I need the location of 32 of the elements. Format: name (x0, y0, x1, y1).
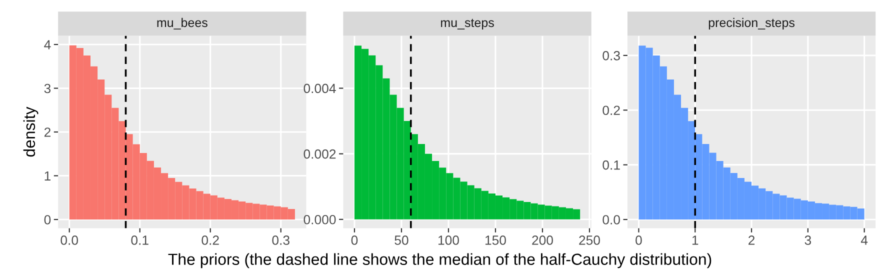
y-tick-label: 1 (44, 171, 50, 181)
chart-title: mu_steps (441, 18, 494, 30)
x-tick-label: 1 (692, 236, 698, 245)
y-tick-label: 0.000 (304, 214, 336, 224)
chart-title: mu_bees (157, 18, 208, 30)
y-tick-label: 0.004 (304, 84, 336, 94)
y-tick-label: 0.2 (602, 106, 620, 116)
x-tick-label: 0.2 (202, 236, 219, 245)
y-tick-label: 0.3 (602, 51, 620, 60)
y-axis-title: density (23, 106, 38, 157)
x-tick-label: 0 (351, 236, 358, 245)
y-tick-label: 4 (44, 40, 51, 50)
x-tick-label: 100 (438, 236, 459, 245)
y-tick-label: 0.0 (602, 215, 620, 224)
x-tick-label: 2 (748, 236, 755, 245)
x-tick-label: 50 (394, 236, 408, 245)
y-tick-label: 0 (44, 215, 51, 224)
x-tick-label: 250 (579, 236, 600, 245)
x-tick-label: 0.3 (272, 236, 290, 245)
x-tick-label: 4 (860, 236, 868, 245)
x-axis-title: The priors (the dashed line shows the median of the half-Cauchy distribution) (168, 253, 712, 268)
x-tick-label: 0.1 (131, 236, 148, 245)
y-tick-label: 0.1 (602, 160, 620, 170)
x-tick-label: 3 (804, 236, 812, 245)
x-tick-label: 0.0 (60, 236, 78, 245)
y-tick-label: 0.002 (304, 149, 336, 159)
x-tick-label: 0 (636, 236, 642, 245)
chart-title: precision_steps (708, 18, 794, 30)
x-tick-label: 200 (532, 236, 553, 245)
y-tick-label: 3 (44, 84, 51, 94)
y-tick-label: 2 (44, 128, 50, 137)
x-tick-label: 150 (485, 236, 506, 245)
